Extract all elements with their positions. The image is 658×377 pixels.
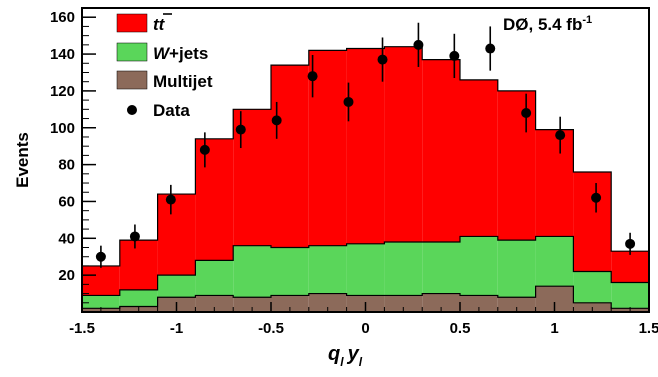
- legend-swatch-multijet: [116, 70, 148, 90]
- legend: tt W+jets Multijet Data: [116, 13, 213, 120]
- legend-swatch-wjets: [116, 42, 148, 62]
- legend-label-data: Data: [153, 101, 190, 120]
- y-tick-label-2: 60: [58, 193, 75, 210]
- bar-tt-3: [195, 138, 234, 261]
- data-point-2: [165, 194, 176, 205]
- legend-label-multijet: Multijet: [153, 72, 213, 91]
- x-tick-label-4: 0.5: [450, 320, 471, 337]
- bar-w-jets-4: [233, 245, 271, 298]
- x-axis-title: ql yl: [328, 343, 363, 369]
- bar-tt-12: [535, 129, 574, 237]
- y-tick-label-5: 120: [50, 83, 75, 100]
- y-axis-title: Events: [13, 132, 32, 188]
- x-tick-label-6: 1.5: [639, 320, 658, 337]
- x-tick-label-2: -0.5: [258, 320, 284, 337]
- bar-w-jets-0: [82, 295, 120, 309]
- bar-w-jets-6: [308, 245, 347, 294]
- bar-w-jets-7: [346, 243, 385, 296]
- data-point-14: [591, 192, 602, 203]
- stack-outline: [82, 285, 649, 309]
- bar-tt-10: [460, 79, 498, 237]
- x-tick-label-3: 0: [361, 320, 369, 337]
- legend-marker-data: [127, 105, 137, 115]
- data-point-15: [625, 238, 636, 249]
- legend-label-wjets: W+jets: [153, 44, 208, 63]
- legend-label-ttbar: tt: [153, 15, 166, 34]
- bar-w-jets-1: [119, 289, 158, 307]
- bar-tt-14: [611, 251, 649, 283]
- bar-multijet-10: [460, 295, 498, 312]
- stacked-histogram: [82, 46, 649, 312]
- data-point-12: [521, 108, 532, 119]
- bar-w-jets-12: [535, 236, 574, 287]
- y-tick-label-7: 160: [50, 9, 75, 26]
- bar-w-jets-11: [497, 240, 536, 298]
- bar-w-jets-3: [195, 260, 234, 296]
- experiment-annotation: DØ, 5.4 fb-1: [503, 14, 592, 34]
- x-tick-label-1: -1: [170, 320, 183, 337]
- data-point-0: [95, 251, 106, 262]
- bar-w-jets-10: [460, 236, 498, 296]
- x-axis: -1.5 -1 -0.5 0 0.5 1 1.5: [69, 302, 658, 337]
- bar-multijet-3: [195, 295, 234, 312]
- bar-tt-6: [308, 50, 347, 246]
- bar-tt-5: [271, 65, 309, 248]
- data-point-9: [413, 39, 424, 50]
- x-tick-label-0: -1.5: [69, 320, 95, 337]
- y-tick-label-1: 40: [58, 230, 75, 247]
- bar-w-jets-2: [157, 275, 196, 298]
- bar-w-jets-8: [384, 241, 423, 296]
- legend-swatch-ttbar: [116, 13, 148, 33]
- x-tick-label-5: 1: [550, 320, 558, 337]
- stack-outline: [82, 235, 649, 297]
- bar-multijet-5: [271, 295, 309, 312]
- bar-tt-0: [82, 265, 120, 296]
- data-point-4: [235, 124, 246, 135]
- data-point-5: [271, 115, 282, 126]
- bar-tt-13: [573, 171, 612, 272]
- stack-outline: [82, 46, 649, 267]
- bar-multijet-8: [384, 295, 423, 312]
- data-point-8: [377, 54, 388, 65]
- bar-multijet-9: [422, 293, 460, 312]
- y-tick-label-0: 20: [58, 267, 75, 284]
- bar-w-jets-14: [611, 282, 649, 309]
- data-point-1: [129, 231, 140, 242]
- bar-multijet-4: [233, 297, 271, 312]
- bar-tt-2: [157, 194, 196, 276]
- bar-tt-8: [384, 46, 423, 242]
- y-tick-label-3: 80: [58, 157, 75, 174]
- bar-w-jets-13: [573, 271, 612, 303]
- data-point-11: [485, 43, 496, 54]
- bar-w-jets-9: [422, 241, 460, 294]
- y-tick-label-4: 100: [50, 120, 75, 137]
- data-points: [95, 22, 636, 268]
- data-point-13: [555, 130, 566, 141]
- data-point-7: [343, 96, 354, 107]
- data-point-10: [449, 50, 460, 61]
- data-point-6: [307, 71, 318, 82]
- y-axis: 20 40 60 80 100 120 140 160: [50, 9, 96, 304]
- data-point-3: [199, 144, 210, 155]
- y-tick-label-6: 140: [50, 46, 75, 63]
- bar-multijet-11: [497, 297, 536, 312]
- bar-tt-1: [119, 240, 158, 290]
- bar-multijet-6: [308, 293, 347, 312]
- bar-tt-9: [422, 59, 460, 242]
- bar-tt-7: [346, 48, 385, 244]
- bar-w-jets-5: [271, 247, 309, 296]
